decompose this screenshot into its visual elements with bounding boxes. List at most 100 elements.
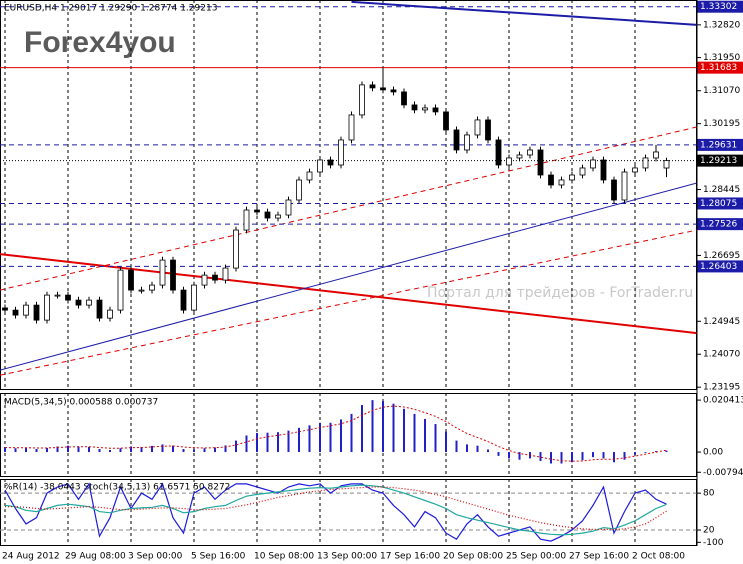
level-label-box xyxy=(697,197,743,210)
y-tick-label: 0.020413 xyxy=(703,396,743,406)
trend-line xyxy=(351,0,697,26)
level-label-box xyxy=(697,260,743,273)
candle-body xyxy=(548,174,554,186)
level-label: 1.26403 xyxy=(700,262,737,272)
x-tick-label: 29 Aug 08:00 xyxy=(65,552,126,562)
x-tick-label: 25 Sep 00:00 xyxy=(506,552,566,562)
candle-body xyxy=(180,289,187,311)
candle-body xyxy=(600,159,607,181)
y-tick-label: 20 xyxy=(703,526,715,536)
candle-body xyxy=(663,160,670,169)
y-tick-label: -0.00794 xyxy=(703,468,743,478)
series-line xyxy=(4,484,667,536)
candle-body xyxy=(590,159,596,169)
candle-body xyxy=(117,269,124,311)
candle-body xyxy=(443,111,449,131)
level-label-box xyxy=(697,218,743,231)
candle-body xyxy=(632,167,638,173)
candle-body xyxy=(380,87,386,91)
candle-body xyxy=(401,91,407,106)
candle-body xyxy=(254,209,260,213)
candle-body xyxy=(327,159,334,166)
candle-body xyxy=(653,151,659,159)
candle-body xyxy=(516,154,523,159)
candle-body xyxy=(432,107,439,113)
x-tick-label: 10 Sep 08:00 xyxy=(254,552,314,562)
candle-body xyxy=(285,199,292,216)
candle-body xyxy=(348,114,355,141)
candle-body xyxy=(191,284,197,311)
candle-body xyxy=(212,274,218,281)
candle-body xyxy=(474,119,481,136)
macd-plot xyxy=(4,393,668,477)
y-tick-label: 0.00 xyxy=(703,448,723,458)
candle-body xyxy=(359,84,365,116)
candle-body xyxy=(2,307,8,311)
candle-body xyxy=(569,174,575,181)
candle-body xyxy=(159,259,166,286)
y-tick-label: 1.31950 xyxy=(703,53,740,63)
x-tick-label: 27 Sep 16:00 xyxy=(569,552,629,562)
panel-title: EURUSD,H4 1.29017 1.29290 1.28774 1.2921… xyxy=(4,4,217,14)
candle-body xyxy=(33,304,40,321)
candle-body xyxy=(107,309,113,319)
candle-body xyxy=(54,294,61,297)
candle-body xyxy=(222,267,229,281)
candle-body xyxy=(537,149,544,176)
oscillator-plot xyxy=(0,479,697,546)
level-label-box xyxy=(697,0,743,13)
level-label: 1.31683 xyxy=(700,63,737,73)
x-tick-label: 24 Aug 2012 xyxy=(2,552,60,562)
trend-line xyxy=(0,253,697,335)
candle-body xyxy=(296,179,302,201)
candle-body xyxy=(317,159,323,173)
trend-line xyxy=(0,182,697,371)
candle-body xyxy=(390,89,397,93)
x-tick-label: 13 Sep 00:00 xyxy=(317,552,377,562)
candle-body xyxy=(23,304,29,316)
candle-body xyxy=(243,209,250,231)
candle-body xyxy=(264,211,271,219)
panel-title: MACD(5,34,5) 0.000588 0.000737 xyxy=(4,398,158,408)
candle-body xyxy=(338,139,344,166)
candle-body xyxy=(170,259,176,291)
candle-body xyxy=(579,167,586,176)
panel-title: %R(14) -38.0443 Stoch(34,5,13) 61.6571 5… xyxy=(4,483,230,493)
trend-line xyxy=(0,229,697,376)
candle-body xyxy=(201,274,208,286)
oscillator-panel xyxy=(0,479,697,546)
y-tick-label: 1.30195 xyxy=(703,119,740,129)
y-tick-label: 1.23195 xyxy=(703,383,740,393)
price-plot xyxy=(0,0,697,390)
candle-body xyxy=(96,299,103,319)
candle-body xyxy=(611,179,617,201)
candle-body xyxy=(65,294,71,301)
level-label-box xyxy=(697,138,743,151)
candle-body xyxy=(642,157,649,169)
y-tick-label: 1.31070 xyxy=(703,86,740,96)
candle-body xyxy=(464,134,470,151)
candle-body xyxy=(558,179,565,186)
y-tick-label: 1.26695 xyxy=(703,251,740,261)
y-tick-label: 1.28445 xyxy=(703,185,740,195)
candle-body xyxy=(149,284,155,291)
price-panel xyxy=(0,0,697,390)
candle-body xyxy=(128,269,134,291)
level-label-box xyxy=(697,154,743,167)
candle-body xyxy=(495,139,502,166)
y-tick-label: 80 xyxy=(703,489,715,499)
x-tick-label: 17 Sep 16:00 xyxy=(380,552,440,562)
level-label: 1.33302 xyxy=(700,2,737,12)
candle-body xyxy=(411,104,418,111)
x-tick-label: 20 Sep 08:00 xyxy=(443,552,503,562)
candle-body xyxy=(233,229,239,269)
y-tick-label: 1.24945 xyxy=(703,317,740,327)
series-line xyxy=(5,486,667,530)
candle-body xyxy=(485,119,491,141)
candle-body xyxy=(506,157,512,166)
logo: Forex4you xyxy=(24,26,176,59)
level-label: 1.28075 xyxy=(700,199,737,209)
candle-body xyxy=(275,214,281,219)
